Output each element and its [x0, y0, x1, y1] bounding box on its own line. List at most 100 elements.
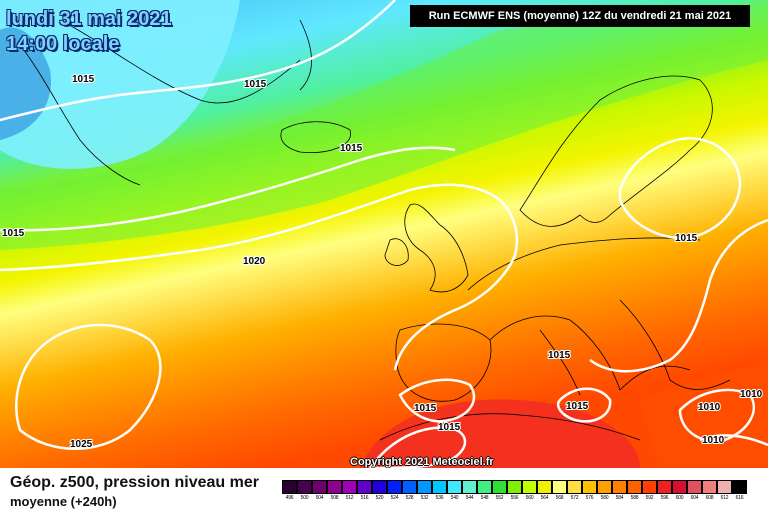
- scale-swatch: [431, 480, 447, 494]
- isobars: [0, 0, 768, 468]
- scale-value: 528: [405, 495, 414, 501]
- scale-step: 552: [491, 480, 507, 501]
- scale-value: 556: [510, 495, 519, 501]
- scale-value: 540: [450, 495, 459, 501]
- map-canvas: 1015 1015 1015 1015 1020 1015 1015 1015 …: [0, 0, 768, 468]
- isobar-line: [589, 218, 768, 373]
- isobar-line: [618, 136, 742, 240]
- scale-step: 576: [581, 480, 597, 501]
- scale-swatch: [371, 480, 387, 494]
- scale-swatch: [311, 480, 327, 494]
- scale-swatch: [386, 480, 402, 494]
- isobar-label: 1015: [438, 422, 461, 433]
- scale-value: 592: [645, 495, 654, 501]
- isobar-label: 1020: [243, 256, 266, 267]
- scale-value: 532: [420, 495, 429, 501]
- scale-step: 512: [341, 480, 357, 501]
- scale-value: 588: [630, 495, 639, 501]
- scale-swatch: [641, 480, 657, 494]
- scale-value: 580: [600, 495, 609, 501]
- legend-title: Géop. z500, pression niveau mer: [10, 474, 259, 491]
- forecast-date: lundi 31 mai 2021: [6, 8, 172, 30]
- scale-value: 520: [375, 495, 384, 501]
- scale-value: 616: [735, 495, 744, 501]
- warm-area-east: [640, 360, 768, 468]
- weather-map: 1015 1015 1015 1015 1020 1015 1015 1015 …: [0, 0, 768, 468]
- isobar-label: 1015: [566, 401, 589, 412]
- isobar-line: [0, 146, 456, 232]
- scale-step: 568: [551, 480, 567, 501]
- scale-step: 572: [566, 480, 582, 501]
- scale-swatch: [341, 480, 357, 494]
- iceland-coast: [280, 121, 351, 153]
- balkans-coast: [619, 299, 731, 390]
- warm-area: [360, 399, 640, 468]
- greenland-coast: [19, 19, 312, 186]
- scale-step: 508: [326, 480, 342, 501]
- north-africa-coast: [379, 413, 641, 441]
- scale-value: 512: [345, 495, 354, 501]
- low-geopotential-area: [0, 0, 240, 169]
- scale-swatch: [611, 480, 627, 494]
- scale-step: 600: [671, 480, 687, 501]
- forecast-time: 14:00 locale: [6, 33, 120, 55]
- scale-swatch: [596, 480, 612, 494]
- scale-value: 584: [615, 495, 624, 501]
- scale-value: 604: [690, 495, 699, 501]
- scale-step: 548: [476, 480, 492, 501]
- scale-value: 536: [435, 495, 444, 501]
- isobar-line: [678, 388, 756, 443]
- scale-step: 592: [641, 480, 657, 501]
- scale-value: 572: [570, 495, 579, 501]
- scale-step: 524: [386, 480, 402, 501]
- scale-step: 540: [446, 480, 462, 501]
- isobar-label: 1015: [340, 143, 363, 154]
- scale-swatch: [401, 480, 417, 494]
- scale-value: 608: [705, 495, 714, 501]
- scale-step: 544: [461, 480, 477, 501]
- isobar-line: [0, 183, 519, 371]
- isobar-label: 1010: [740, 389, 763, 400]
- scale-swatch: [716, 480, 732, 494]
- color-scale: 496 500 504 508 512 516 520 524 528 532 536 540 544 5…: [281, 480, 747, 501]
- scale-swatch: [521, 480, 537, 494]
- scale-swatch: [536, 480, 552, 494]
- isobar-label: 1015: [548, 350, 571, 361]
- scale-step: 500: [296, 480, 312, 501]
- scale-swatch: [326, 480, 342, 494]
- isobar-label: 1025: [70, 439, 93, 450]
- isobar-label: 1010: [702, 435, 725, 446]
- model-run-info: Run ECMWF ENS (moyenne) 12Z du vendredi …: [410, 5, 750, 27]
- scale-step: 564: [536, 480, 552, 501]
- scale-value: 576: [585, 495, 594, 501]
- isobar-label: 1010: [698, 402, 721, 413]
- scale-step: 560: [521, 480, 537, 501]
- scale-swatch: [626, 480, 642, 494]
- scale-step: 604: [686, 480, 702, 501]
- scale-step: 520: [371, 480, 387, 501]
- scale-swatch: [491, 480, 507, 494]
- scale-swatch: [506, 480, 522, 494]
- isobar-line: [699, 434, 768, 447]
- scale-step: 608: [701, 480, 717, 501]
- scale-step: 528: [401, 480, 417, 501]
- scale-swatch: [476, 480, 492, 494]
- scale-swatch: [551, 480, 567, 494]
- isobar-line: [15, 323, 162, 450]
- scale-value: 612: [720, 495, 729, 501]
- scale-step: 496: [281, 480, 297, 501]
- scale-value: 568: [555, 495, 564, 501]
- isobar-label: 1015: [2, 228, 25, 239]
- scale-swatch: [686, 480, 702, 494]
- scale-value: 552: [495, 495, 504, 501]
- british-isles-coast: [384, 203, 469, 293]
- scale-swatch: [701, 480, 717, 494]
- scale-step: 532: [416, 480, 432, 501]
- scale-swatch: [281, 480, 297, 494]
- green-band: [0, 0, 768, 250]
- scale-value: 508: [330, 495, 339, 501]
- isobar-label: 1015: [244, 79, 267, 90]
- scale-value: 500: [300, 495, 309, 501]
- scale-swatch: [656, 480, 672, 494]
- isobar-line: [368, 426, 467, 468]
